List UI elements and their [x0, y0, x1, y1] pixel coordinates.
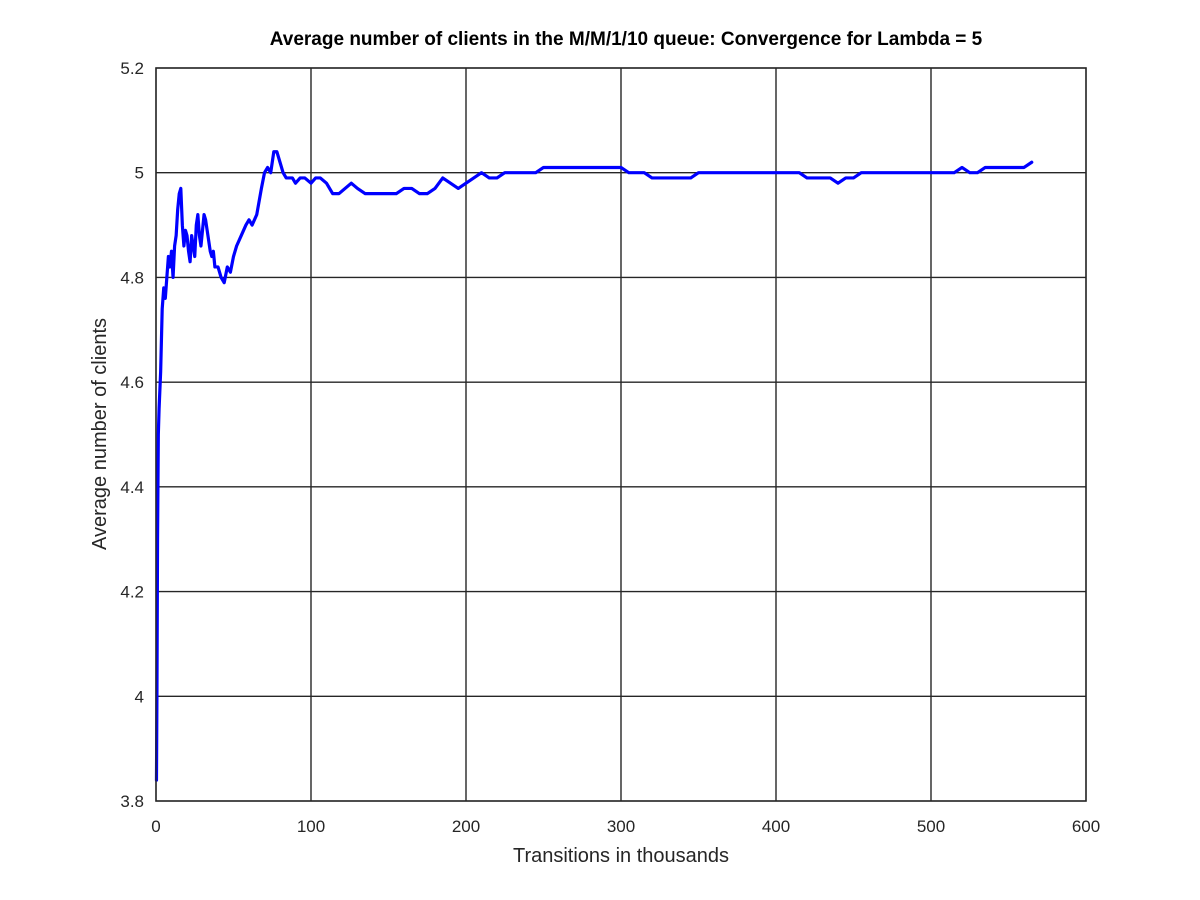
y-tick-label: 4 [135, 687, 144, 706]
plot-frame [155, 67, 1087, 802]
y-tick-label: 3.8 [120, 792, 144, 811]
grid-lines [156, 68, 1086, 801]
y-axis-label: Average number of clients [89, 318, 111, 550]
series-group [154, 150, 1034, 782]
y-tick-label: 4.2 [120, 583, 144, 602]
x-tick-label: 400 [762, 817, 790, 836]
tick-labels: 0 100 200 300 400 500 600 3.8 4 4.2 4.4 4.6 4.8 5 5.2 [120, 59, 1100, 836]
x-tick-label: 500 [917, 817, 945, 836]
x-tick-label: 100 [297, 817, 325, 836]
y-tick-label: 5.2 [120, 59, 144, 78]
x-tick-label: 200 [452, 817, 480, 836]
series-line [154, 150, 1034, 782]
y-tick-label: 4.8 [120, 268, 144, 287]
x-tick-label: 0 [151, 817, 160, 836]
x-axis-label: Transitions in thousands [513, 845, 729, 867]
y-tick-label: 4.6 [120, 373, 144, 392]
x-tick-label: 600 [1072, 817, 1100, 836]
y-tick-label: 5 [135, 164, 144, 183]
x-tick-label: 300 [607, 817, 635, 836]
chart-title: Average number of clients in the M/M/1/1… [270, 29, 983, 50]
y-tick-label: 4.4 [120, 478, 144, 497]
